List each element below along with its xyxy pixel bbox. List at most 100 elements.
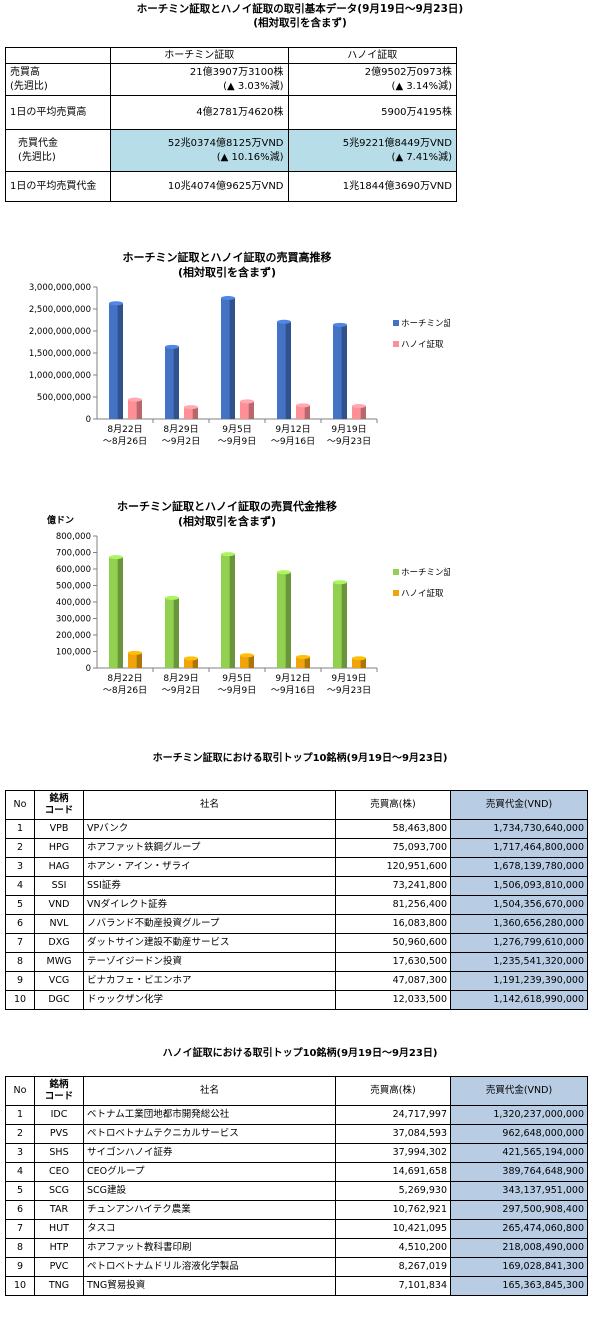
table-row: 9 PVC ペトロベトナムドリル溶液化学製品 8,267,019 169,028,841… — [5, 1257, 588, 1277]
volume-chart: ホーチミン証取とハノイ証取の売買高推移 (相対取引を含まず) 0 500,000,00… — [5, 247, 461, 462]
row-name: ベトナム工業団地都市開発総公社 — [83, 1105, 336, 1125]
row-name: VNダイレクト証券 — [83, 895, 336, 915]
summary-row-avg-value: 1日の平均売買代金 10兆4074億9625万VND 1兆1844億3690万V… — [5, 171, 458, 202]
table-row: 1 IDC ベトナム工業団地都市開発総公社 24,717,997 1,320,237,0… — [5, 1105, 588, 1125]
table-row: 10 TNG TNG貿易投資 7,101,834 165,363,845,300 — [5, 1276, 588, 1296]
row-no: 7 — [5, 933, 35, 953]
col-name: 社名 — [83, 790, 336, 820]
col-volume: 売買高(株) — [335, 790, 451, 820]
row-code: TNG — [34, 1276, 84, 1296]
value-chart: ホーチミン証取とハノイ証取の売買代金推移 (相対取引を含まず) 億ドン 0 100,00… — [5, 496, 461, 711]
x-tick-label: 9月19日 — [331, 424, 366, 435]
chart-title: ホーチミン証取とハノイ証取の売買代金推移 — [117, 499, 337, 513]
bar-hose — [333, 580, 347, 668]
chart-title: ホーチミン証取とハノイ証取の売買高推移 — [123, 250, 332, 264]
table-row: 2 PVS ペトロベトナムテクニカルサービス 37,084,593 962,648,00… — [5, 1124, 588, 1144]
x-tick-label: ～9月23日 — [327, 685, 371, 696]
summary-label: 売買代金 — [18, 137, 58, 149]
row-code: VCG — [34, 971, 84, 991]
table-row: 3 HAG ホアン・アイン・ザライ 120,951,600 1,678,139,780,… — [5, 857, 588, 877]
summary-value: 10兆4074億9625万VND — [167, 180, 284, 192]
row-volume: 17,630,500 — [335, 952, 451, 972]
row-volume: 120,951,600 — [335, 857, 451, 877]
hose-top-title: ホーチミン証取における取引トップ10銘柄(9月19日～9月23日) — [152, 753, 448, 764]
row-no: 5 — [5, 1181, 35, 1201]
bar-hnx — [296, 403, 310, 419]
summary-subtitle: (相対取引を含まず) — [253, 17, 347, 29]
y-tick-label: 100,000 — [56, 648, 91, 658]
row-no: 10 — [5, 990, 35, 1010]
row-value: 1,191,239,390,000 — [450, 971, 588, 991]
y-axis-label: 億ドン — [47, 514, 74, 526]
y-tick-label: 500,000,000 — [37, 393, 91, 403]
hnx-top-title: ハノイ証取における取引トップ10銘柄(9月19日～9月23日) — [162, 1048, 438, 1059]
row-value: 297,500,908,400 — [450, 1200, 588, 1220]
row-volume: 37,994,302 — [335, 1143, 451, 1163]
bar-hnx — [184, 656, 198, 668]
row-code: HTP — [34, 1238, 84, 1258]
summary-label-sub: (先週比) — [10, 80, 48, 92]
row-no: 3 — [5, 1143, 35, 1163]
summary-change: (▲ 3.03%減) — [223, 80, 284, 92]
summary-change: (▲ 7.41%減) — [391, 151, 452, 163]
x-tick-label: 9月12日 — [275, 424, 310, 435]
x-tick-label: ～8月26日 — [103, 436, 147, 447]
col-code: 銘柄 コード — [34, 790, 84, 820]
summary-value: 5900万4195株 — [381, 106, 452, 118]
table-row: 2 HPG ホアファット鉄鋼グループ 75,093,700 1,717,464,800,… — [5, 838, 588, 858]
summary-corner-cell — [5, 47, 111, 64]
row-no: 9 — [5, 971, 35, 991]
y-tick-label: 3,000,000,000 — [29, 283, 91, 293]
row-volume: 8,267,019 — [335, 1257, 451, 1277]
x-tick-label: ～9月9日 — [218, 436, 256, 447]
hose-top-table: No 銘柄 コード 社名 売買高(株) 売買代金(VND) 1 VPB VPバンク 58… — [5, 790, 588, 1010]
row-code: HAG — [34, 857, 84, 877]
row-value: 1,142,618,990,000 — [450, 990, 588, 1010]
y-tick-label: 600,000 — [56, 565, 91, 575]
bar-hnx — [128, 650, 142, 668]
table-row: 5 VND VNダイレクト証券 81,256,400 1,504,356,670,000 — [5, 895, 588, 915]
summary-value: 52兆0374億8125万VND — [167, 137, 284, 149]
row-name: SCG建設 — [83, 1181, 336, 1201]
table-row: 9 VCG ビナカフェ・ビエンホア 47,087,300 1,191,239,390,0… — [5, 971, 588, 991]
row-name: ホアファット教科書印刷 — [83, 1238, 336, 1258]
legend-swatch — [393, 590, 399, 596]
col-code: 銘柄 コード — [34, 1076, 84, 1106]
summary-value: 5兆9221億8449万VND — [342, 137, 452, 149]
row-volume: 7,101,834 — [335, 1276, 451, 1296]
row-volume: 10,421,095 — [335, 1219, 451, 1239]
row-volume: 24,717,997 — [335, 1105, 451, 1125]
row-name: ペトロベトナムテクニカルサービス — [83, 1124, 336, 1144]
summary-row-value: 売買代金 (先週比) 52兆0374億8125万VND (▲ 10.16%減) 5兆… — [5, 129, 458, 172]
row-value: 421,565,194,000 — [450, 1143, 588, 1163]
y-tick-label: 700,000 — [56, 549, 91, 559]
hnx-top-table: No 銘柄 コード 社名 売買高(株) 売買代金(VND) 1 IDC ベトナム工業団… — [5, 1076, 588, 1296]
row-no: 2 — [5, 838, 35, 858]
row-no: 6 — [5, 1200, 35, 1220]
summary-value: 4億2781万4620株 — [196, 106, 284, 118]
row-code: DXG — [34, 933, 84, 953]
summary-value: 1兆1844億3690万VND — [342, 180, 452, 192]
y-tick-label: 400,000 — [56, 598, 91, 608]
summary-header-hose: ホーチミン証取 — [110, 47, 289, 64]
legend-label: ホーチミン証取 — [401, 318, 450, 329]
row-volume: 81,256,400 — [335, 895, 451, 915]
row-value: 165,363,845,300 — [450, 1276, 588, 1296]
y-tick-label: 500,000 — [56, 582, 91, 592]
bar-hose — [277, 319, 291, 419]
row-value: 389,764,648,900 — [450, 1162, 588, 1182]
y-tick-label: 0 — [86, 664, 91, 674]
row-volume: 75,093,700 — [335, 838, 451, 858]
row-code: HUT — [34, 1219, 84, 1239]
table-row: 8 HTP ホアファット教科書印刷 4,510,200 218,008,490,000 — [5, 1238, 588, 1258]
legend-label: ホーチミン証取 — [401, 567, 450, 578]
row-name: ペトロベトナムドリル溶液化学製品 — [83, 1257, 336, 1277]
row-volume: 16,083,800 — [335, 914, 451, 934]
row-volume: 12,033,500 — [335, 990, 451, 1010]
y-tick-label: 0 — [86, 415, 91, 425]
bar-hnx — [128, 397, 142, 419]
y-tick-label: 2,500,000,000 — [29, 305, 91, 315]
x-tick-label: 9月5日 — [222, 673, 251, 684]
row-name: タスコ — [83, 1219, 336, 1239]
x-tick-label: ～9月23日 — [327, 436, 371, 447]
